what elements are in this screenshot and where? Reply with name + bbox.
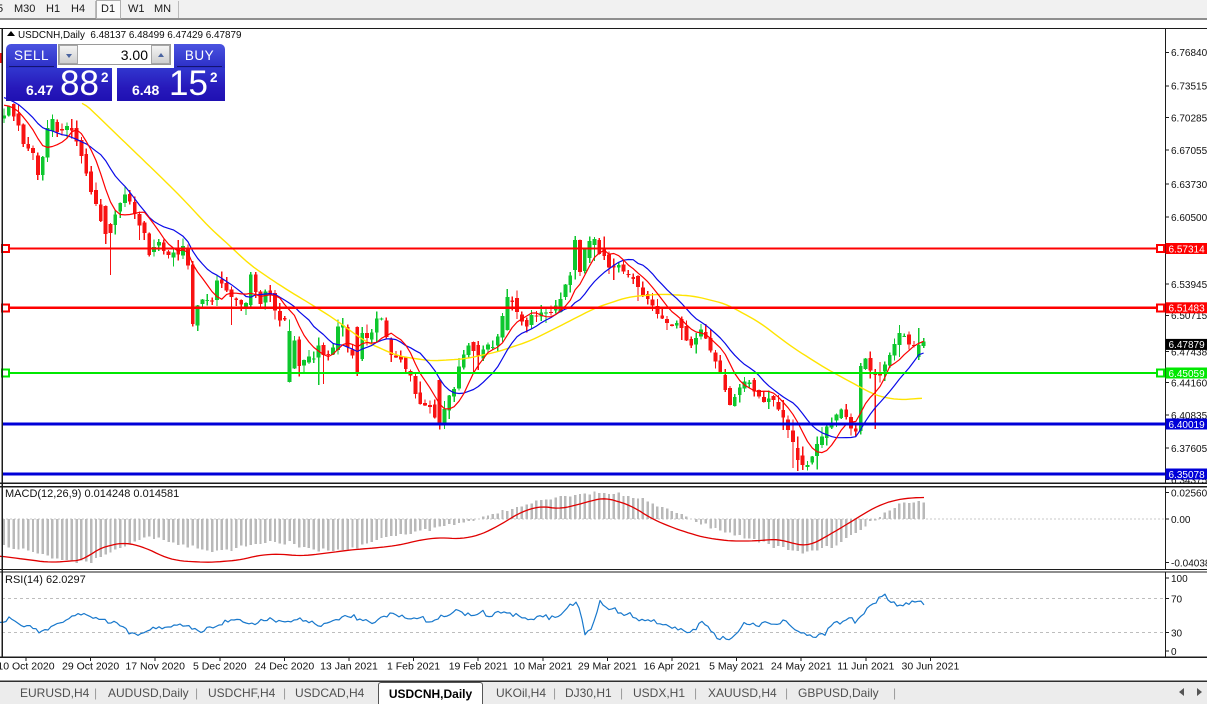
svg-text:11 Jun 2021: 11 Jun 2021: [837, 661, 894, 673]
svg-text:70: 70: [1171, 594, 1183, 605]
svg-text:5 May 2021: 5 May 2021: [709, 661, 764, 673]
svg-text:17 Nov 2020: 17 Nov 2020: [125, 661, 185, 673]
svg-text:5 Dec 2020: 5 Dec 2020: [193, 661, 247, 673]
svg-text:13 Jan 2021: 13 Jan 2021: [320, 661, 378, 673]
svg-text:0.025609: 0.025609: [1171, 488, 1207, 499]
svg-text:6.50715: 6.50715: [1171, 311, 1207, 322]
svg-text:10 Mar 2021: 10 Mar 2021: [513, 661, 572, 673]
svg-text:30: 30: [1171, 628, 1183, 639]
svg-text:29 Mar 2021: 29 Mar 2021: [578, 661, 637, 673]
svg-text:6.63730: 6.63730: [1171, 180, 1207, 191]
svg-text:6.73515: 6.73515: [1171, 82, 1207, 93]
svg-text:6.40019: 6.40019: [1169, 420, 1206, 431]
svg-text:10 Oct 2020: 10 Oct 2020: [0, 661, 55, 673]
svg-text:6.57314: 6.57314: [1169, 244, 1206, 255]
svg-text:MACD(12,26,9) 0.014248 0.01458: MACD(12,26,9) 0.014248 0.014581: [5, 488, 179, 500]
svg-text:19 Feb 2021: 19 Feb 2021: [449, 661, 508, 673]
svg-text:6.60500: 6.60500: [1171, 213, 1207, 224]
svg-text:0.00: 0.00: [1171, 515, 1191, 526]
svg-text:29 Oct 2020: 29 Oct 2020: [62, 661, 119, 673]
svg-text:6.45059: 6.45059: [1169, 369, 1206, 380]
svg-text:6.37605: 6.37605: [1171, 444, 1207, 455]
svg-text:6.53945: 6.53945: [1171, 280, 1207, 291]
svg-text:0: 0: [1171, 647, 1177, 658]
svg-text:16 Apr 2021: 16 Apr 2021: [644, 661, 701, 673]
svg-text:6.40835: 6.40835: [1171, 411, 1207, 422]
svg-text:6.34375: 6.34375: [1171, 475, 1207, 486]
svg-text:6.67055: 6.67055: [1171, 146, 1207, 157]
svg-text:100: 100: [1171, 574, 1188, 585]
svg-text:24 Dec 2020: 24 Dec 2020: [255, 661, 315, 673]
svg-text:24 May 2021: 24 May 2021: [771, 661, 832, 673]
svg-text:1 Feb 2021: 1 Feb 2021: [387, 661, 440, 673]
svg-text:-0.040386: -0.040386: [1171, 559, 1207, 570]
svg-text:6.51483: 6.51483: [1169, 304, 1206, 315]
svg-text:6.76840: 6.76840: [1171, 48, 1207, 59]
svg-text:6.47879: 6.47879: [1169, 340, 1206, 351]
svg-text:6.70285: 6.70285: [1171, 114, 1207, 125]
svg-text:6.47438: 6.47438: [1171, 347, 1207, 358]
svg-text:6.44160: 6.44160: [1171, 378, 1207, 389]
svg-text:30 Jun 2021: 30 Jun 2021: [901, 661, 959, 673]
svg-text:6.35078: 6.35078: [1169, 470, 1206, 481]
svg-text:RSI(14) 62.0297: RSI(14) 62.0297: [5, 574, 86, 586]
